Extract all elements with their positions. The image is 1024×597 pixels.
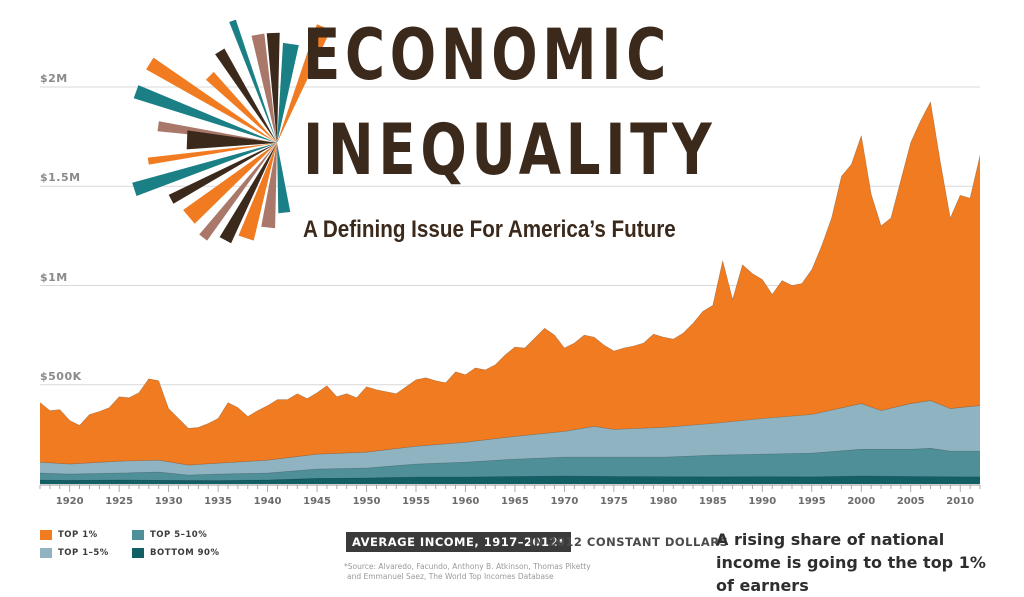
starburst-ray [183,143,277,224]
x-tick-label: 1960 [452,496,480,507]
average-income-label: AVERAGE INCOME, 1917–2012* [346,532,571,552]
y-tick-label: $2M [40,72,68,85]
source-line-2: and Emmanuel Saez, The World Top Incomes… [347,572,554,581]
starburst-ray [277,42,299,143]
x-tick-label: 1980 [649,496,677,507]
title-line-1: ECONOMIC [303,14,672,96]
legend-swatch [40,530,52,540]
area-outline [39,400,981,466]
title-line-2: INEQUALITY [303,109,717,191]
x-tick-label: 1965 [501,496,529,507]
starburst-ray [215,48,277,143]
x-tick-label: 1945 [303,496,331,507]
legend-label: BOTTOM 90% [150,548,220,558]
legend-label: TOP 1–5% [58,548,109,558]
y-tick-label: $1.5M [40,171,81,185]
starburst-ray [238,143,277,241]
starburst-ray [133,85,277,143]
x-tick-label: 1970 [550,496,578,507]
area-top-1- [40,101,980,485]
legend-label: TOP 1% [58,530,98,540]
constant-dollars-note: IN 2012 CONSTANT DOLLARS [529,535,729,549]
x-tick-label: 2010 [946,496,974,507]
source-note: *Source: Alvaredo, Facundo, Anthony B. A… [344,562,604,582]
x-tick-label: 2000 [847,496,875,507]
legend: TOP 1% TOP 1–5% TOP 5–10% BOTTOM 90% [40,530,260,570]
starburst-ray [266,32,280,143]
starburst-ray [277,24,331,143]
starburst-ray [147,143,277,165]
legend-swatch [132,530,144,540]
starburst-ray [229,19,277,144]
starburst-ray [157,121,277,143]
y-tick-label: $1M [40,270,68,284]
legend-swatch [132,548,144,558]
x-tick-label: 1925 [105,496,133,507]
area-outline [39,100,981,429]
area-outline [39,475,980,481]
legend-item-top5-10: TOP 5–10% [132,530,207,540]
legend-item-top1-5: TOP 1–5% [40,548,109,558]
y-tick-label: $500K [40,369,82,383]
starburst-ray [168,143,277,204]
x-tick-label: 1920 [56,496,84,507]
legend-item-bottom90: BOTTOM 90% [132,548,220,558]
legend-swatch [40,548,52,558]
chart-subtitle: A Defining Issue For America’s Future [303,216,676,243]
legend-label: TOP 5–10% [150,530,208,540]
starburst-ray [261,143,277,229]
starburst-ray [186,130,277,150]
x-tick-label: 2005 [897,496,925,507]
starburst-ray [277,143,291,214]
legend-item-top1: TOP 1% [40,530,98,540]
starburst-ray [132,143,277,196]
x-tick-label: 1940 [254,496,282,507]
x-tick-label: 1995 [798,496,826,507]
x-tick-label: 1975 [600,496,628,507]
x-tick-label: 1955 [402,496,430,507]
starburst-ray [199,143,277,241]
rising-share-caption: A rising share of national income is goi… [716,530,986,595]
x-tick-label: 1990 [748,496,776,507]
x-tick-label: 1930 [155,496,183,507]
area-series [39,100,981,485]
x-tick-label: 1950 [353,496,381,507]
area-bottom-90- [40,476,980,484]
starburst-logo [132,19,331,244]
starburst-ray [146,57,277,143]
area-top-5-10- [40,448,980,484]
x-tick-label: 1935 [204,496,232,507]
area-outline [39,447,980,476]
x-tick-label: 1985 [699,496,727,507]
starburst-ray [205,71,277,143]
starburst-ray [219,143,277,244]
x-axis: 1920 1925 1930 1935 1940 1945 1950 1955 1960 1965… [39,484,981,507]
source-line-1: *Source: Alvaredo, Facundo, Anthony B. A… [344,562,591,571]
starburst-ray [251,33,277,143]
